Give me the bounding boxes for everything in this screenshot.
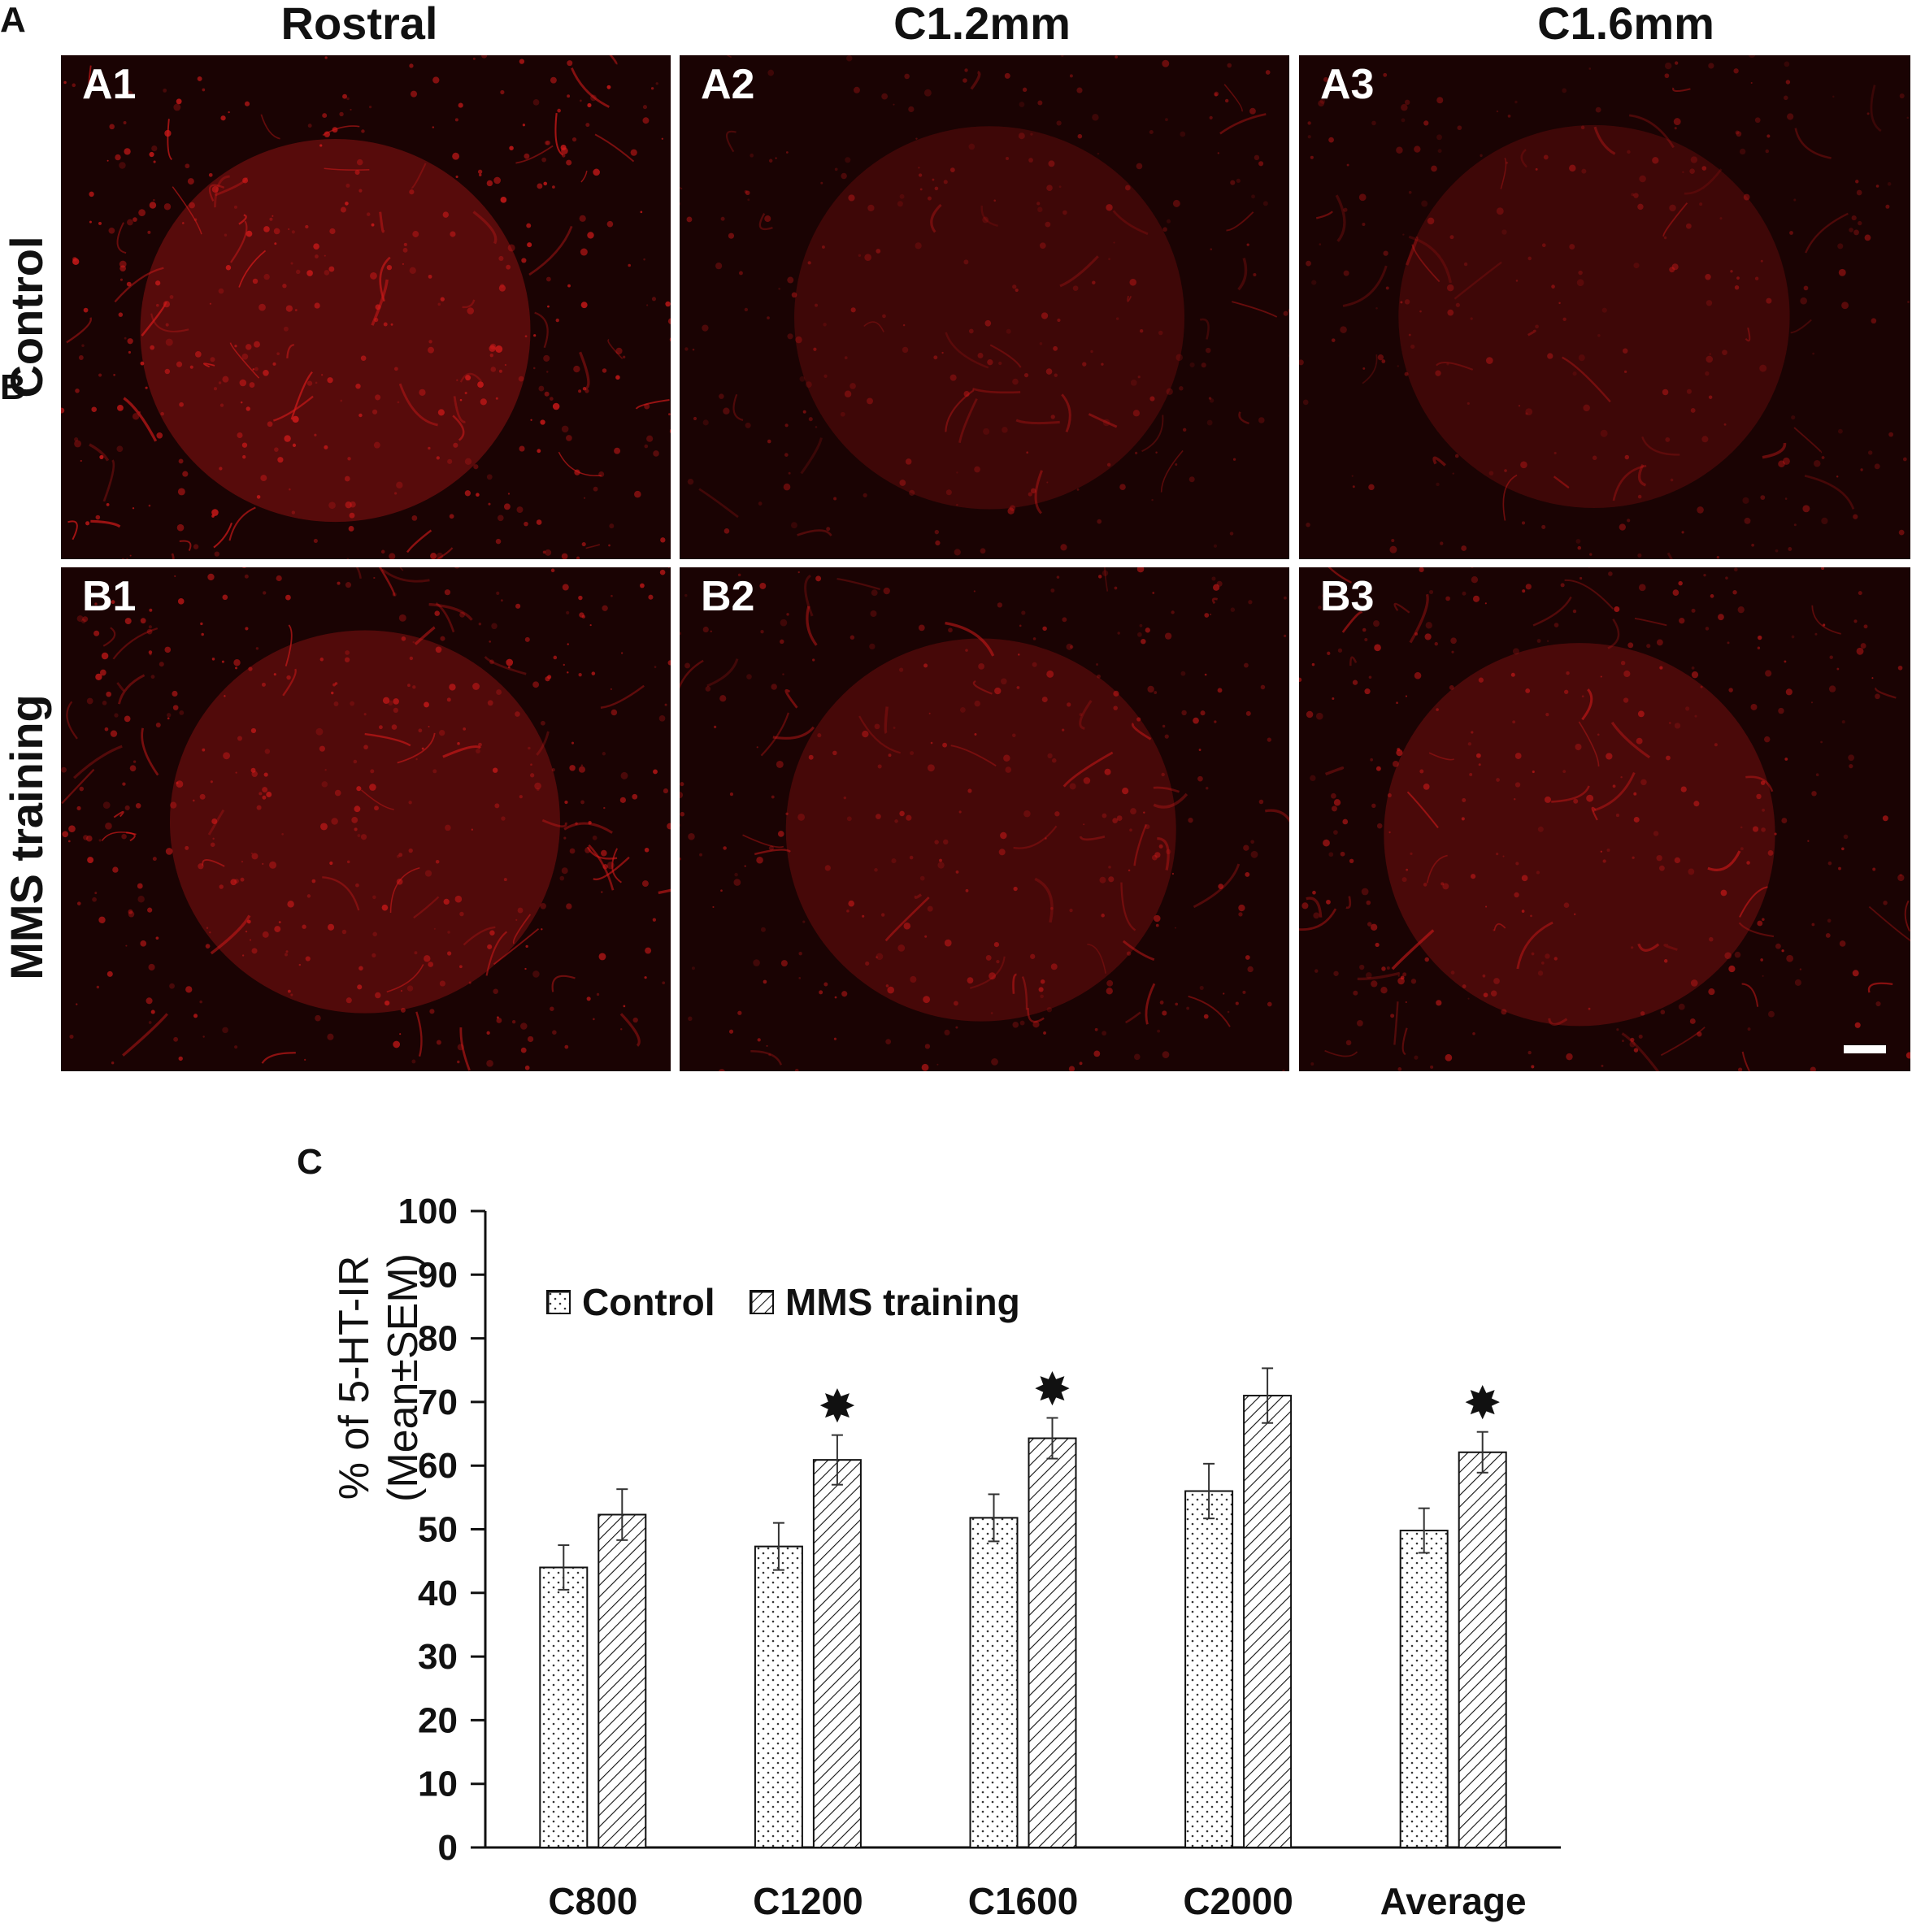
bar-control-c1200 <box>754 1545 803 1848</box>
micrograph-b1: B1 <box>61 567 671 1071</box>
micrograph-a1-texture <box>61 55 671 559</box>
micrograph-a3-texture <box>1299 55 1910 559</box>
column-header-c1-6mm: C1.6mm <box>1537 0 1714 49</box>
x-tick-label: C800 <box>548 1880 637 1922</box>
micrograph-a3: A3 <box>1299 55 1910 559</box>
y-axis-label: % of 5-HT-IR (Mean±SEM) <box>331 1253 427 1502</box>
x-tick-label: Average <box>1380 1880 1527 1922</box>
x-tick-label: C1600 <box>968 1880 1079 1922</box>
bar-mms-training-c1600 <box>1028 1437 1077 1848</box>
y-tick-label: 60 <box>418 1446 458 1486</box>
bar-control-average <box>1399 1530 1449 1849</box>
micrograph-b3-texture <box>1299 567 1910 1071</box>
y-tick-label: 100 <box>398 1192 458 1231</box>
bar-control-c1600 <box>969 1517 1019 1848</box>
significance-star: ✸ <box>818 1381 856 1434</box>
micrograph-b3: B3 <box>1299 567 1910 1071</box>
micrograph-b2-label: B2 <box>701 573 755 620</box>
scale-bar <box>1844 1045 1886 1053</box>
legend-swatch-mms-training <box>750 1290 774 1314</box>
micrograph-a2-texture <box>680 55 1289 556</box>
bar-mms-training-average <box>1458 1451 1507 1848</box>
micrograph-a1-label: A1 <box>82 61 137 108</box>
legend-swatch-control <box>546 1290 571 1314</box>
bar-mms-training-c1200 <box>812 1459 862 1848</box>
y-tick-label: 90 <box>418 1255 458 1295</box>
legend-item-control: Control <box>546 1280 715 1324</box>
micrograph-a2: A2 <box>680 55 1289 559</box>
bar-control-c800 <box>539 1566 589 1848</box>
column-header-c1-2mm: C1.2mm <box>893 0 1071 49</box>
bar-mms-training-c800 <box>598 1513 647 1848</box>
y-tick-label: 20 <box>418 1700 458 1740</box>
panel-b-letter: B <box>0 367 26 407</box>
y-tick-label: 0 <box>438 1828 458 1868</box>
micrograph-b2: B2 <box>680 567 1289 1071</box>
column-header-rostral: Rostral <box>280 0 438 49</box>
bar-control-c2000 <box>1184 1490 1234 1849</box>
x-tick-label: C1200 <box>753 1880 863 1922</box>
bar-mms-training-c2000 <box>1243 1395 1293 1848</box>
micrograph-b2-texture <box>680 567 1289 1071</box>
micrograph-a2-label: A2 <box>701 61 755 108</box>
micrograph-b3-label: B3 <box>1320 573 1375 620</box>
micrograph-b1-texture <box>61 567 671 1071</box>
y-tick-label: 40 <box>418 1574 458 1613</box>
micrograph-a1: A1 <box>61 55 671 559</box>
y-tick-label: 50 <box>418 1510 458 1550</box>
significance-star: ✸ <box>1463 1378 1501 1431</box>
significance-star: ✸ <box>1033 1363 1071 1416</box>
y-tick-label: 30 <box>418 1637 458 1677</box>
x-tick-label: C2000 <box>1183 1880 1293 1922</box>
legend-label-mms-training: MMS training <box>785 1281 1020 1323</box>
micrograph-b1-label: B1 <box>82 573 137 620</box>
legend-item-mms-training: MMS training <box>750 1280 1020 1324</box>
micrograph-a3-label: A3 <box>1320 61 1375 108</box>
panel-a-letter: A <box>0 0 26 40</box>
y-tick-label: 80 <box>418 1319 458 1359</box>
panel-c-letter: C <box>297 1142 323 1182</box>
y-tick-label: 70 <box>418 1383 458 1422</box>
legend-label-control: Control <box>582 1281 715 1323</box>
y-tick-label: 10 <box>418 1765 458 1804</box>
